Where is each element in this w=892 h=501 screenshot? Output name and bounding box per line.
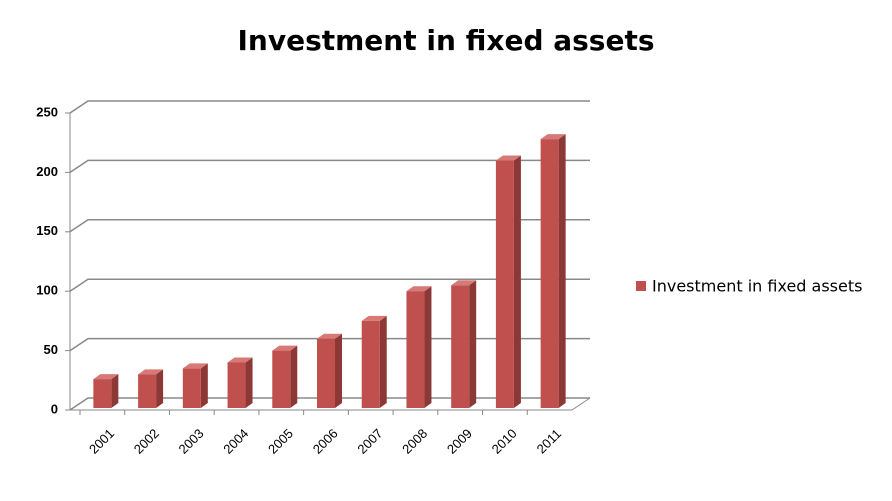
bar-top: [182, 363, 208, 369]
x-tick-label: 2011: [534, 426, 564, 456]
bar-side: [469, 280, 477, 408]
bar: [317, 338, 335, 408]
x-tick-label: 2007: [354, 426, 385, 457]
bar-side: [290, 345, 298, 408]
bar: [361, 320, 380, 408]
bar-side: [558, 134, 566, 409]
grid-line: [69, 278, 590, 292]
bar: [272, 350, 291, 408]
bar-side: [424, 286, 432, 408]
x-tick-label: 2009: [444, 426, 475, 457]
grid-line: [69, 219, 590, 233]
bar-top: [540, 134, 566, 140]
grid-line: [69, 159, 590, 174]
bar-top: [317, 333, 342, 339]
bar: [495, 160, 514, 408]
bar: [227, 362, 246, 408]
grid-line: [69, 100, 590, 114]
x-tick-label: 2001: [86, 426, 117, 457]
bar: [182, 368, 201, 408]
bar-top: [495, 155, 521, 161]
bar: [138, 374, 157, 408]
y-tick-label: 100: [36, 283, 58, 298]
bar: [93, 379, 112, 408]
y-tick-label: 50: [44, 342, 58, 357]
bar-top: [451, 280, 477, 286]
legend-swatch: [636, 281, 646, 291]
bar-top: [93, 374, 119, 380]
y-tick-label: 0: [51, 401, 58, 416]
x-tick-label: 2006: [310, 426, 341, 457]
x-tick-label: 2008: [399, 426, 430, 457]
y-tick-label: 150: [36, 223, 58, 238]
y-tick-label: 250: [36, 104, 58, 119]
bar-top: [406, 286, 432, 292]
bar: [540, 139, 559, 409]
legend-label: Investment in fixed assets: [652, 277, 862, 296]
y-tick-label: 200: [36, 164, 58, 179]
bar-side: [335, 333, 342, 408]
x-tick-label: 2005: [265, 426, 296, 457]
bar-side: [245, 357, 253, 408]
x-tick-label: 2010: [489, 426, 520, 457]
bar-side: [156, 369, 164, 408]
x-tick-label: 2004: [220, 426, 251, 457]
bar: [406, 291, 425, 408]
bar: [451, 285, 470, 408]
x-tick-label: 2002: [131, 426, 162, 457]
bar-top: [227, 357, 253, 363]
bar-top: [272, 345, 298, 351]
chart-title: Investment in fixed assets: [237, 24, 654, 57]
bar-top: [138, 369, 164, 375]
bar-side: [200, 363, 208, 408]
bar-side: [379, 315, 387, 408]
bar-side: [111, 374, 119, 408]
x-tick-label: 2003: [176, 426, 207, 457]
bar-top: [361, 315, 387, 321]
bar-side: [513, 155, 521, 408]
floor-edge: [70, 397, 591, 411]
